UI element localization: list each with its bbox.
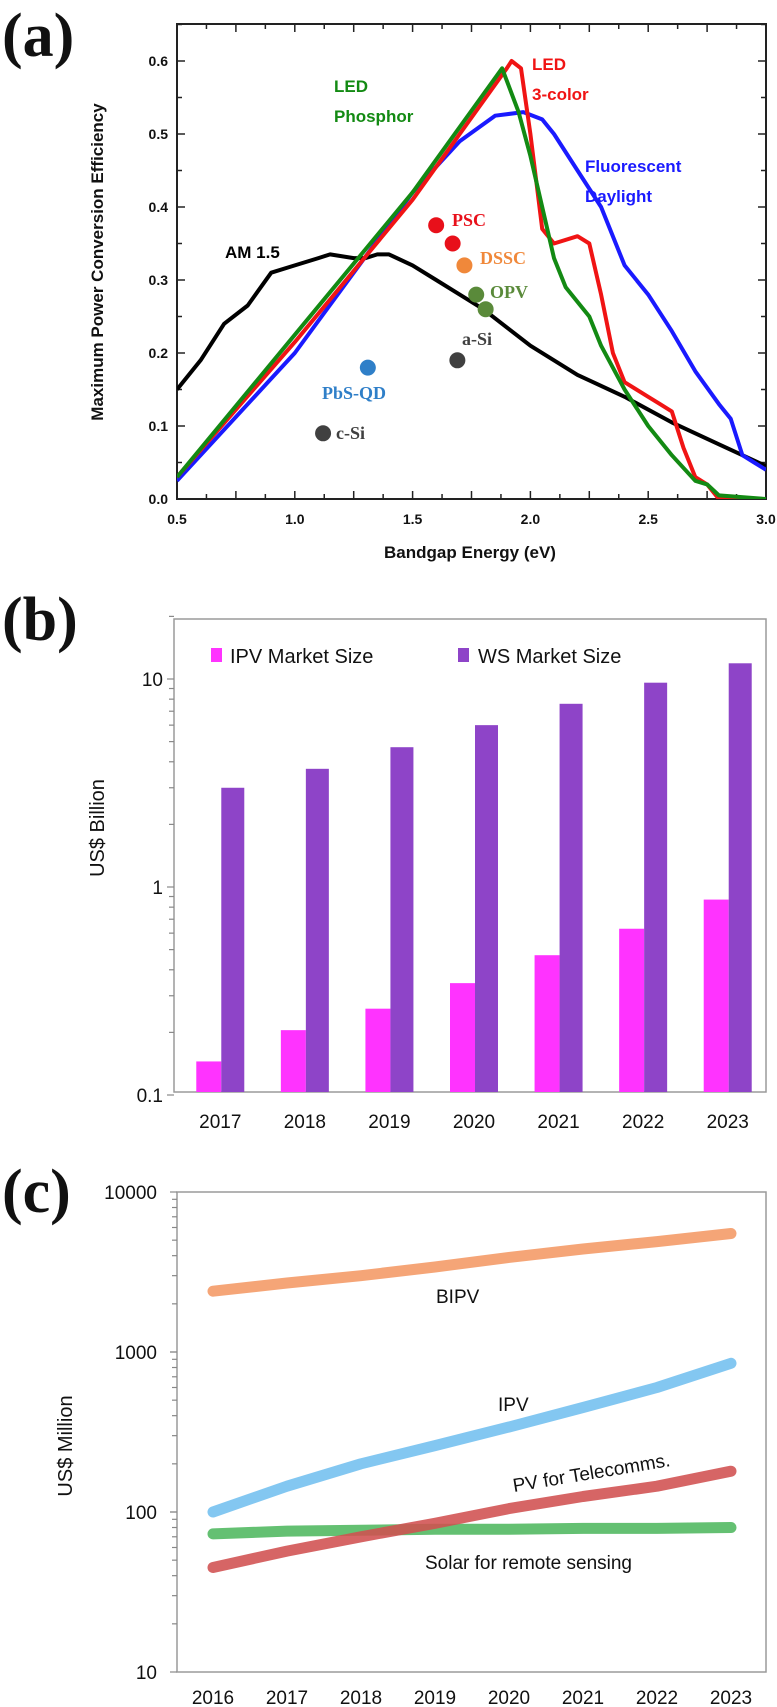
bar-ipv-market-size [619, 928, 645, 1092]
series-line-led-phosphor [177, 66, 766, 499]
x-tick-label: 1.5 [403, 511, 423, 527]
y-axis-title: US$ Million [55, 1395, 77, 1496]
legend-label: WS Market Size [478, 646, 621, 668]
x-tick-label: 2022 [622, 1112, 664, 1133]
y-tick-label: 1000 [115, 1343, 157, 1364]
point-label: OPV [490, 282, 528, 302]
x-tick-label: 2017 [266, 1688, 308, 1707]
y-tick-label: 0.1 [137, 1086, 163, 1107]
x-tick-label: 2017 [199, 1112, 241, 1133]
bar-ws-market-size [390, 747, 414, 1092]
y-tick-label: 100 [125, 1503, 157, 1524]
y-tick-label: 0.1 [149, 418, 169, 434]
y-tick-label: 0.0 [149, 491, 169, 507]
bar-ipv-market-size [365, 1008, 391, 1092]
series-label: LED [532, 55, 566, 74]
series-line-am-1-5 [177, 252, 766, 468]
bar-ipv-market-size [196, 1061, 222, 1092]
legend-label: IPV Market Size [230, 646, 373, 668]
series-label: IPV [498, 1395, 529, 1416]
y-axis-title: US$ Billion [87, 779, 109, 877]
y-tick-label: 0.6 [149, 53, 169, 69]
y-tick-label: 0.3 [149, 272, 169, 288]
point-label: DSSC [480, 248, 526, 268]
series-label: LED [334, 77, 368, 96]
x-tick-label: 2016 [192, 1688, 234, 1707]
bar-ipv-market-size [280, 1030, 306, 1092]
bar-ws-market-size [644, 682, 668, 1092]
bar-ipv-market-size [703, 899, 729, 1092]
series-label: Daylight [585, 187, 652, 206]
bar-ws-market-size [305, 768, 329, 1092]
y-tick-label: 10 [136, 1663, 157, 1684]
bar-ipv-market-size [450, 983, 475, 1092]
y-tick-label: 0.2 [149, 345, 169, 361]
series-label: Solar for remote sensing [425, 1553, 632, 1574]
data-point-dssc [456, 257, 473, 274]
x-tick-label: 0.5 [167, 511, 187, 527]
plot-frame [176, 1191, 767, 1673]
x-tick-label: 2019 [414, 1688, 456, 1707]
x-tick-label: 2021 [537, 1112, 579, 1133]
series-label: BIPV [436, 1287, 480, 1308]
series-label: Phosphor [334, 107, 414, 126]
x-tick-label: 3.0 [756, 511, 776, 527]
series-label: 3-color [532, 85, 589, 104]
data-point-psc [428, 217, 445, 234]
x-tick-label: 2020 [453, 1112, 495, 1133]
series-line-fluorescent-daylight [177, 110, 766, 483]
bar-ipv-market-size [534, 955, 560, 1092]
point-label: PbS-QD [322, 383, 386, 403]
bar-ws-market-size [475, 725, 498, 1092]
point-label: PSC [452, 210, 486, 230]
series-line-solar-for-remote-sensing [207, 1522, 737, 1540]
chart-a-efficiency-vs-bandgap: 0.5 1.0 1.5 2.0 2.5 3.0 0.0 0.1 0.2 0.3 0.4 0.5 0.6 B… [88, 23, 776, 562]
x-tick-label: 2022 [636, 1688, 678, 1707]
x-tick-label: 2019 [368, 1112, 410, 1133]
point-label: c-Si [336, 423, 365, 443]
series-line-ipv [207, 1357, 737, 1518]
bar-ws-market-size [221, 787, 245, 1092]
data-point-pbs-qd [359, 359, 376, 376]
panel-label-b: (b) [2, 586, 78, 654]
y-tick-label: 0.4 [149, 199, 169, 215]
x-axis-title: Bandgap Energy (eV) [384, 543, 556, 562]
series-label: Fluorescent [585, 157, 682, 176]
x-tick-label: 2018 [284, 1112, 326, 1133]
x-tick-label: 2023 [707, 1112, 749, 1133]
chart-c-market-lines: 10 100 1000 10000 US$ Million 2016 2017 2018 201… [55, 1183, 767, 1707]
x-tick-label: 2018 [340, 1688, 382, 1707]
x-tick-label: 1.0 [285, 511, 305, 527]
y-tick-label: 1 [152, 878, 163, 899]
point-label: a-Si [462, 329, 492, 349]
series-label: AM 1.5 [225, 243, 280, 262]
y-tick-label: 0.5 [149, 126, 169, 142]
data-point-opv [477, 301, 494, 318]
x-tick-label: 2021 [562, 1688, 604, 1707]
data-point-c-si [315, 425, 332, 442]
legend-swatch [211, 648, 222, 662]
panel-label-c: (c) [2, 1158, 71, 1226]
x-tick-label: 2023 [710, 1688, 752, 1707]
bar-ws-market-size [559, 703, 583, 1092]
data-point-a-si [449, 352, 466, 369]
series-line-bipv [207, 1228, 737, 1297]
series-line-led-3-color [177, 59, 766, 499]
x-tick-label: 2020 [488, 1688, 530, 1707]
y-tick-label: 10000 [104, 1183, 157, 1204]
y-axis-title: Maximum Power Conversion Efficiency [88, 103, 107, 421]
x-tick-label: 2.5 [638, 511, 658, 527]
legend-swatch [458, 648, 469, 662]
series-line-pv-for-telecomms- [207, 1465, 737, 1573]
chart-b-market-size-bars: 0.1 1 10 US$ Billion 2017 2018 2019 2020 2021 202… [87, 615, 767, 1133]
panel-label-a: (a) [2, 2, 74, 70]
y-tick-label: 10 [142, 670, 163, 691]
data-point-opv [468, 286, 485, 303]
data-point-psc [444, 235, 461, 252]
bar-ws-market-size [728, 663, 752, 1092]
x-tick-label: 2.0 [521, 511, 541, 527]
